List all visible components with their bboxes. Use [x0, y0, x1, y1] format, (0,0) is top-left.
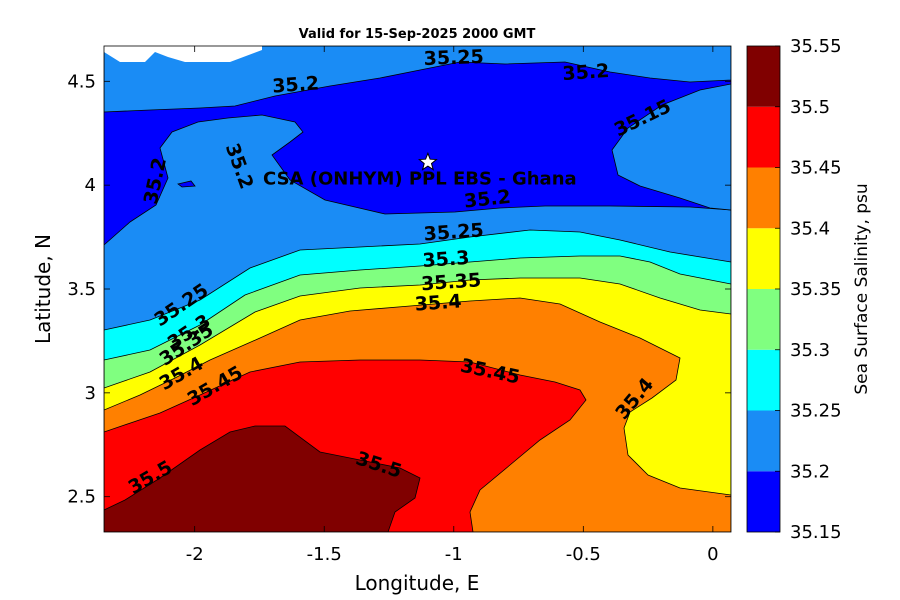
y-tick-label: 4 [85, 175, 96, 196]
contour-label: 35.2 [463, 186, 512, 213]
colorbar-segment [747, 410, 780, 472]
chart-title: Valid for 15-Sep-2025 2000 GMT [299, 27, 536, 42]
colorbar-tick-label: 35.4 [790, 218, 830, 239]
colorbar-tick-label: 35.3 [790, 340, 830, 361]
colorbar-segment [747, 46, 780, 107]
colorbar-label: Sea Surface Salinity, psu [852, 183, 872, 394]
contour-label: 35.3 [422, 247, 470, 272]
band-35-2-top [104, 46, 731, 211]
contour-label: 35.2 [562, 60, 610, 85]
colorbar-tick-label: 35.55 [790, 36, 842, 57]
y-axis-label: Latitude, N [31, 234, 55, 344]
x-tick-label: -2 [186, 544, 204, 565]
y-tick-label: 4.5 [67, 71, 96, 92]
contour-label: 35.4 [414, 290, 462, 315]
x-tick-label: -0.5 [566, 544, 601, 565]
station-label: CSA (ONHYM) PPL EBS - Ghana [263, 168, 577, 189]
contour-field [104, 46, 731, 532]
colorbar-tick-label: 35.2 [790, 461, 830, 482]
colorbar-tick-label: 35.5 [790, 97, 830, 118]
colorbar-tick-label: 35.15 [790, 522, 842, 543]
x-axis-ticks: -2 -1.5 -1 -0.5 0 [186, 46, 719, 565]
colorbar-segment [747, 289, 780, 350]
x-axis-label: Longitude, E [355, 571, 480, 595]
colorbar-segment [747, 167, 780, 229]
x-tick-label: -1 [445, 544, 463, 565]
small-contour-island [177, 180, 196, 188]
colorbar-tick-label: 35.35 [790, 279, 842, 300]
y-tick-label: 3 [85, 383, 96, 404]
star-icon [417, 151, 438, 171]
colorbar: 35.15 35.2 35.25 35.3 35.35 35.4 35.45 35.5 35.5… [746, 36, 842, 543]
colorbar-tick-label: 35.45 [790, 158, 842, 179]
x-tick-label: -1.5 [307, 544, 342, 565]
station-marker: CSA (ONHYM) PPL EBS - Ghana [263, 151, 577, 189]
x-tick-label: 0 [707, 544, 718, 565]
colorbar-segment [747, 228, 780, 289]
colorbar-segment [747, 106, 780, 168]
colorbar-segment [747, 471, 780, 532]
contour-label: 35.25 [423, 219, 484, 245]
contour-label: 35.35 [420, 269, 481, 295]
contour-label: 35.2 [272, 72, 320, 97]
white-nodata-patch [104, 46, 262, 62]
band-35-5 [104, 425, 421, 532]
y-tick-label: 2.5 [67, 487, 96, 508]
y-tick-label: 3.5 [67, 279, 96, 300]
y-axis-ticks: 2.5 3 3.5 4 4.5 [67, 71, 731, 508]
colorbar-tick-label: 35.25 [790, 401, 842, 422]
colorbar-segment [747, 349, 780, 411]
